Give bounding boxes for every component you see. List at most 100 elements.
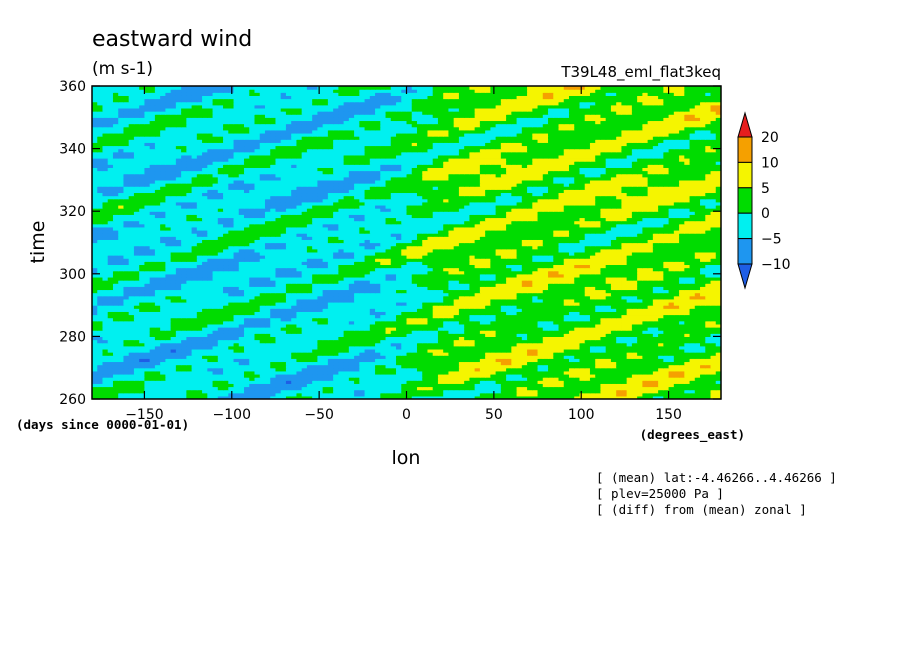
heatmap-cell xyxy=(170,367,177,372)
heatmap-cell xyxy=(663,364,670,369)
heatmap-cell xyxy=(553,389,560,394)
heatmap-cell xyxy=(521,361,528,366)
heatmap-cell xyxy=(144,339,151,344)
heatmap-cell xyxy=(537,342,544,347)
heatmap-cell xyxy=(479,333,486,337)
heatmap-cell xyxy=(553,370,560,375)
heatmap-cell xyxy=(673,395,680,399)
heatmap-cell xyxy=(264,333,271,337)
heatmap-cell xyxy=(359,355,366,359)
heatmap-cell xyxy=(542,380,549,384)
heatmap-cell xyxy=(223,370,229,375)
heatmap-cell xyxy=(574,377,581,381)
heatmap-cell xyxy=(228,361,235,366)
heatmap-cell xyxy=(437,389,444,394)
heatmap-cell xyxy=(154,361,161,366)
heatmap-cell xyxy=(259,342,266,347)
heatmap-cell xyxy=(600,395,607,399)
heatmap-cell xyxy=(139,342,146,347)
heatmap-cell xyxy=(710,336,717,341)
heatmap-cell xyxy=(154,377,161,381)
heatmap-cell xyxy=(579,358,586,363)
heatmap-cell xyxy=(396,386,402,391)
heatmap-cell xyxy=(616,345,623,350)
heatmap-cell xyxy=(663,367,670,372)
heatmap-cell xyxy=(427,373,434,378)
heatmap-cell xyxy=(139,336,146,341)
heatmap-cell xyxy=(123,364,130,369)
heatmap-cell xyxy=(191,367,198,372)
heatmap-cell xyxy=(154,339,161,344)
heatmap-cell xyxy=(348,377,355,381)
heatmap-cell xyxy=(102,370,109,375)
heatmap-cell xyxy=(170,380,177,384)
heatmap-cell xyxy=(249,386,256,391)
heatmap-cell xyxy=(574,348,581,353)
heatmap-cell xyxy=(610,339,617,344)
heatmap-cell xyxy=(228,373,235,378)
heatmap-cell xyxy=(312,395,318,399)
heatmap-cell xyxy=(154,392,161,397)
heatmap-cell xyxy=(610,352,617,356)
heatmap-cell xyxy=(474,358,481,363)
heatmap-cell xyxy=(521,355,528,359)
heatmap-cell xyxy=(437,370,444,375)
heatmap-cell xyxy=(516,336,523,341)
heatmap-cell xyxy=(469,392,476,397)
heatmap-cell xyxy=(259,358,266,363)
heatmap-cell xyxy=(118,339,125,344)
heatmap-cell xyxy=(537,377,544,381)
heatmap-cell xyxy=(658,361,664,366)
heatmap-cell xyxy=(181,342,187,347)
heatmap-cell xyxy=(181,392,187,397)
heatmap-cell xyxy=(663,392,670,397)
heatmap-cell xyxy=(710,352,717,356)
heatmap-cell xyxy=(422,367,429,372)
heatmap-cell xyxy=(584,358,591,363)
heatmap-cell xyxy=(212,342,219,347)
heatmap-cell xyxy=(133,395,140,399)
heatmap-cell xyxy=(160,386,166,391)
heatmap-cell xyxy=(495,389,502,394)
heatmap-cell xyxy=(285,392,292,397)
heatmap-cell xyxy=(333,373,339,378)
heatmap-cell xyxy=(584,383,591,388)
heatmap-cell xyxy=(154,330,161,334)
heatmap-cell xyxy=(605,345,612,350)
heatmap-cell xyxy=(432,358,439,363)
heatmap-cell xyxy=(306,377,313,381)
heatmap-cell xyxy=(411,377,418,381)
heatmap-cell xyxy=(312,370,318,375)
heatmap-cell xyxy=(506,336,512,341)
heatmap-cell xyxy=(369,392,376,397)
heatmap-cell xyxy=(112,348,119,353)
heatmap-cell xyxy=(285,348,292,353)
heatmap-cell xyxy=(343,336,350,341)
heatmap-cell xyxy=(427,377,434,381)
heatmap-cell xyxy=(202,367,208,372)
heatmap-cell xyxy=(689,380,696,384)
heatmap-cell xyxy=(312,333,318,337)
heatmap-cell xyxy=(485,333,491,337)
heatmap-cell xyxy=(621,358,628,363)
heatmap-cell xyxy=(605,389,612,394)
heatmap-cell xyxy=(458,389,465,394)
heatmap-cell xyxy=(647,383,654,388)
heatmap-cell xyxy=(238,367,245,372)
heatmap-cell xyxy=(144,342,151,347)
heatmap-cell xyxy=(285,358,292,363)
heatmap-cell xyxy=(364,395,371,399)
heatmap-cell xyxy=(92,395,98,399)
heatmap-cell xyxy=(542,383,549,388)
heatmap-cell xyxy=(479,383,486,388)
heatmap-cell xyxy=(196,348,203,353)
heatmap-cell xyxy=(673,383,680,388)
heatmap-cell xyxy=(375,352,381,356)
heatmap-cell xyxy=(375,336,381,341)
heatmap-cell xyxy=(223,361,229,366)
heatmap-cell xyxy=(553,358,560,363)
heatmap-cell xyxy=(380,336,387,341)
heatmap-cell xyxy=(322,373,329,378)
heatmap-cell xyxy=(364,380,371,384)
heatmap-cell xyxy=(112,373,119,378)
